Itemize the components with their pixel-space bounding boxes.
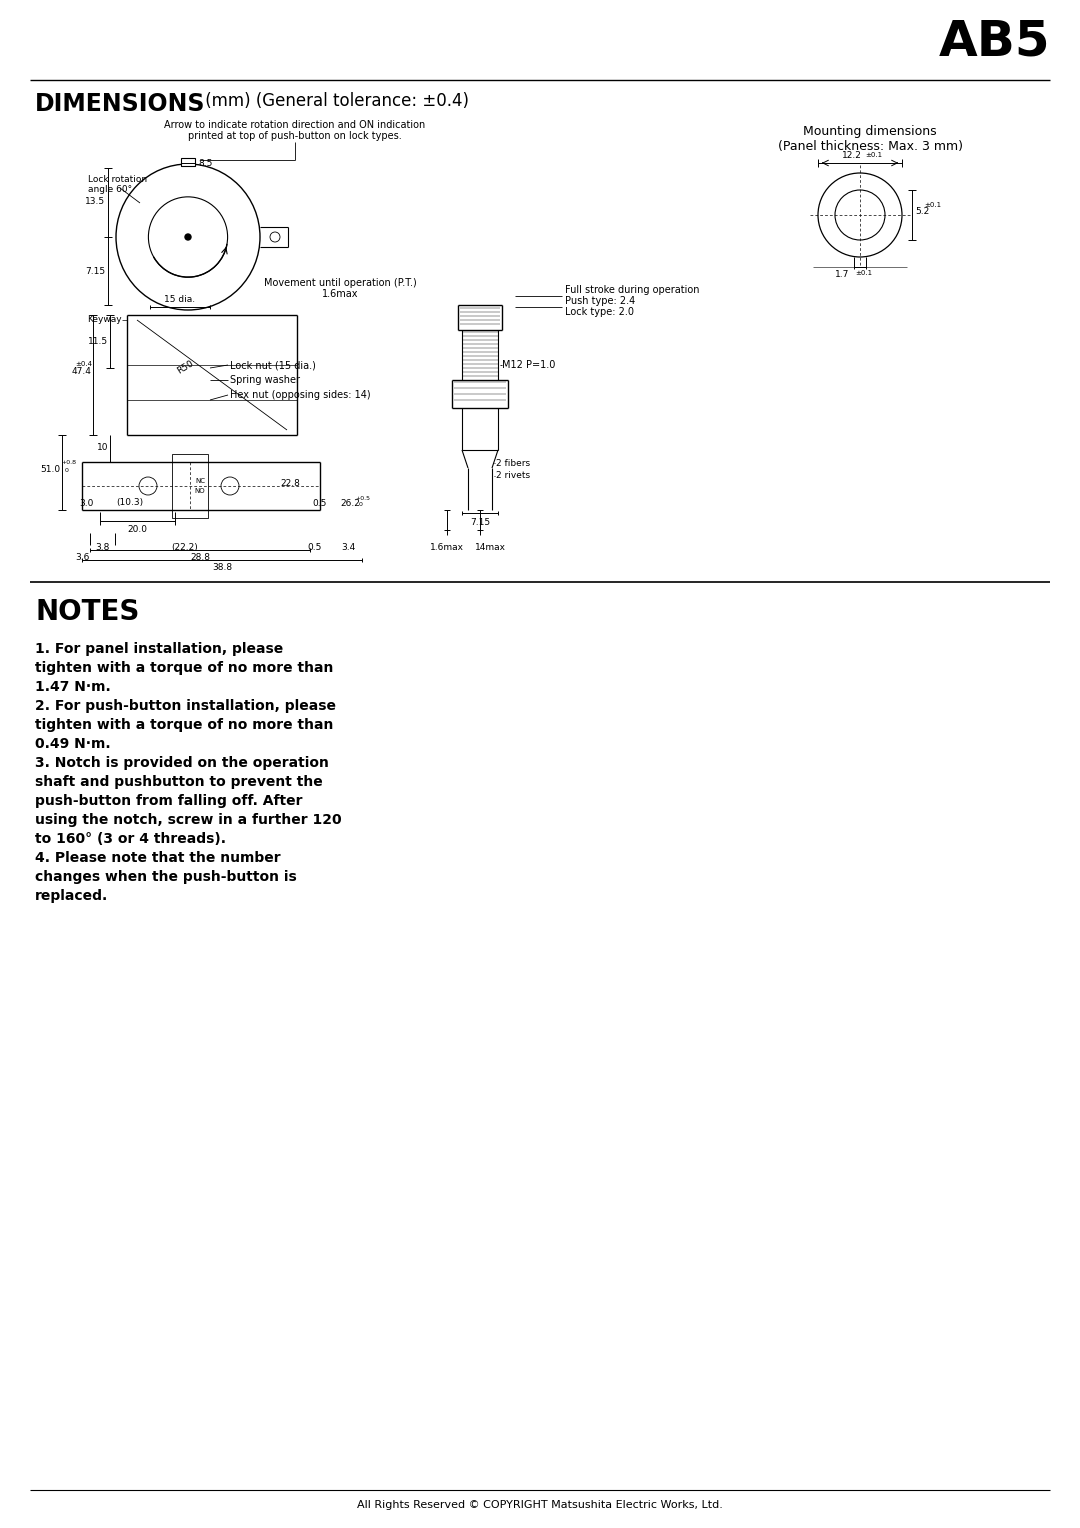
Text: printed at top of push-button on lock types.: printed at top of push-button on lock ty…	[188, 131, 402, 141]
Text: 3.6: 3.6	[75, 553, 90, 562]
Text: 0.49 N·m.: 0.49 N·m.	[35, 736, 110, 750]
Text: 7.15: 7.15	[470, 518, 490, 527]
Text: 3.8: 3.8	[95, 542, 109, 552]
Text: Hex nut (opposing sides: 14): Hex nut (opposing sides: 14)	[230, 390, 370, 400]
Text: ±0.4: ±0.4	[75, 361, 92, 367]
Text: to 160° (3 or 4 threads).: to 160° (3 or 4 threads).	[35, 833, 226, 847]
Text: 12.2: 12.2	[842, 151, 862, 160]
Text: ±0.1: ±0.1	[855, 270, 873, 277]
Text: DIMENSIONS: DIMENSIONS	[35, 92, 205, 116]
Text: 51.0: 51.0	[40, 466, 60, 475]
Text: (Panel thickness: Max. 3 mm): (Panel thickness: Max. 3 mm)	[778, 141, 962, 153]
Text: 20.0: 20.0	[127, 526, 147, 533]
Text: Keyway: Keyway	[87, 315, 122, 324]
Text: 5.2: 5.2	[915, 206, 929, 215]
Text: 0: 0	[355, 503, 363, 507]
Text: 1.6max: 1.6max	[430, 542, 464, 552]
Text: 1.6max: 1.6max	[322, 289, 359, 299]
Text: tighten with a torque of no more than: tighten with a torque of no more than	[35, 718, 334, 732]
Text: All Rights Reserved © COPYRIGHT Matsushita Electric Works, Ltd.: All Rights Reserved © COPYRIGHT Matsushi…	[357, 1500, 723, 1510]
Text: Lock rotation: Lock rotation	[87, 176, 147, 183]
Text: shaft and pushbutton to prevent the: shaft and pushbutton to prevent the	[35, 775, 323, 788]
Text: NOTES: NOTES	[35, 597, 139, 626]
Text: push-button from falling off. After: push-button from falling off. After	[35, 795, 302, 808]
Text: Spring washer: Spring washer	[230, 374, 300, 385]
Text: 28.8: 28.8	[190, 553, 210, 562]
Text: 1. For panel installation, please: 1. For panel installation, please	[35, 642, 283, 656]
Text: 22.8: 22.8	[280, 478, 300, 487]
Text: replaced.: replaced.	[35, 889, 108, 903]
Text: 4. Please note that the number: 4. Please note that the number	[35, 851, 281, 865]
Text: using the notch, screw in a further 120: using the notch, screw in a further 120	[35, 813, 341, 827]
Text: angle 60°: angle 60°	[87, 185, 132, 194]
Text: 15 dia.: 15 dia.	[164, 295, 195, 304]
Text: 13.5: 13.5	[85, 197, 105, 206]
Text: 3.0: 3.0	[79, 498, 93, 507]
Text: Push type: 2.4: Push type: 2.4	[565, 296, 635, 306]
Text: Lock type: 2.0: Lock type: 2.0	[565, 307, 634, 316]
Text: Mounting dimensions: Mounting dimensions	[804, 125, 936, 138]
Text: 0: 0	[60, 468, 69, 472]
Text: 0.5: 0.5	[308, 542, 322, 552]
Bar	[172, 454, 208, 518]
Text: 8.5: 8.5	[198, 159, 213, 168]
Text: (22.2): (22.2)	[172, 542, 199, 552]
Text: 1.7: 1.7	[835, 270, 849, 280]
Text: 10: 10	[96, 443, 108, 452]
Text: ±0.1: ±0.1	[865, 151, 882, 157]
Text: R50: R50	[175, 359, 194, 376]
Text: +0.5: +0.5	[355, 495, 370, 501]
Text: 38.8: 38.8	[212, 562, 232, 571]
Text: 2. For push-button installation, please: 2. For push-button installation, please	[35, 698, 336, 714]
Text: tighten with a torque of no more than: tighten with a torque of no more than	[35, 662, 334, 675]
Circle shape	[185, 234, 191, 240]
Text: (mm) (General tolerance: ±0.4): (mm) (General tolerance: ±0.4)	[200, 92, 469, 110]
Text: AB5: AB5	[939, 18, 1050, 66]
Text: 1.47 N·m.: 1.47 N·m.	[35, 680, 111, 694]
Text: ±0.1: ±0.1	[924, 202, 941, 208]
Text: (10.3): (10.3)	[117, 498, 144, 507]
Text: 11.5: 11.5	[87, 336, 108, 345]
Bar	[181, 157, 195, 167]
Text: Arrow to indicate rotation direction and ON indication: Arrow to indicate rotation direction and…	[164, 121, 426, 130]
Text: 3. Notch is provided on the operation: 3. Notch is provided on the operation	[35, 756, 329, 770]
Text: 3.4: 3.4	[341, 542, 355, 552]
Text: 14max: 14max	[474, 542, 505, 552]
Text: NC: NC	[195, 478, 205, 484]
Text: NO: NO	[194, 487, 205, 494]
Text: +0.8: +0.8	[60, 460, 76, 465]
Text: 47.4: 47.4	[71, 368, 91, 376]
Text: Lock nut (15 dia.): Lock nut (15 dia.)	[230, 361, 315, 370]
Text: 7.15: 7.15	[85, 266, 105, 275]
Text: 0.5: 0.5	[313, 498, 327, 507]
Text: 2 fibers: 2 fibers	[496, 458, 530, 468]
Text: changes when the push-button is: changes when the push-button is	[35, 869, 297, 885]
Text: M12 P=1.0: M12 P=1.0	[502, 361, 555, 370]
Text: 2 rivets: 2 rivets	[496, 472, 530, 480]
Text: 26.2: 26.2	[340, 498, 360, 507]
Text: Full stroke during operation: Full stroke during operation	[565, 286, 700, 295]
Text: Movement until operation (P.T.): Movement until operation (P.T.)	[264, 278, 417, 287]
